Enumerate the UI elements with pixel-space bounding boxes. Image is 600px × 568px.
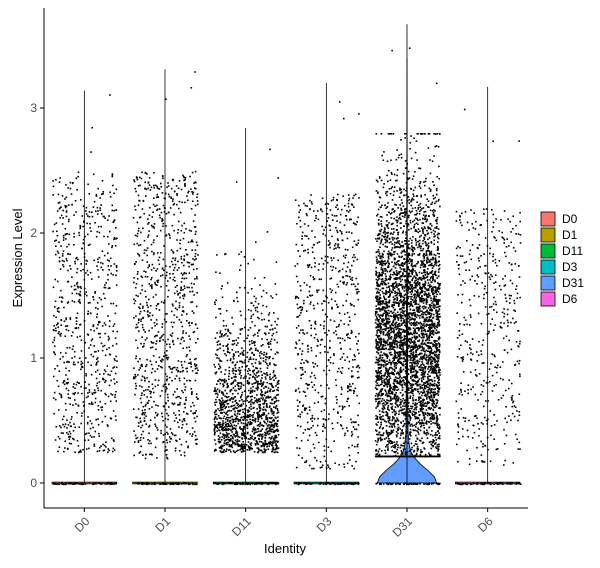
zero-points-D6 [456,482,522,486]
points-D6 [455,108,522,466]
x-tick-label-D0: D0 [72,514,93,535]
points-D3 [294,101,361,470]
x-tick-label-D11: D11 [229,514,254,539]
legend-swatch-D31 [540,275,556,291]
zero-points-D31 [375,482,441,486]
x-tick-label-D6: D6 [475,514,496,535]
axes-layer [43,8,528,509]
points-layer [52,47,522,486]
zero-points-D3 [295,482,360,486]
legend-swatch-D1 [540,227,556,243]
legend-label-D1: D1 [562,228,578,242]
x-tick-label-D3: D3 [314,514,335,535]
legend-label-D0: D0 [562,212,578,226]
points-D11 [213,148,280,454]
points-D31 [374,47,441,458]
x-axis-title: Identity [264,541,306,556]
x-tick-label-D1: D1 [152,514,173,535]
zero-points-D0 [52,482,118,486]
points-D0 [52,94,119,454]
y-tick-label-3: 3 [30,101,37,115]
legend-swatch-D6 [540,291,556,307]
legend-swatch-D11 [540,243,556,259]
legend: D0 D1 D11 D3 D31 D6 [540,211,584,307]
legend-label-D3: D3 [562,260,578,274]
zero-points-D1 [137,482,198,486]
legend-swatch-D3 [540,259,556,275]
y-axis-title: Expression Level [10,208,25,307]
legend-label-D31: D31 [562,276,584,290]
zero-points-D11 [214,482,280,486]
legend-label-D11: D11 [562,244,583,258]
legend-swatch-D0 [540,211,556,227]
violins-layer [51,24,521,485]
points-D1 [132,71,199,460]
y-tick-label-0: 0 [30,476,37,490]
legend-label-D6: D6 [562,292,578,306]
y-tick-label-2: 2 [30,226,37,240]
x-tick-label-D31: D31 [390,514,416,540]
y-tick-label-1: 1 [30,351,37,365]
